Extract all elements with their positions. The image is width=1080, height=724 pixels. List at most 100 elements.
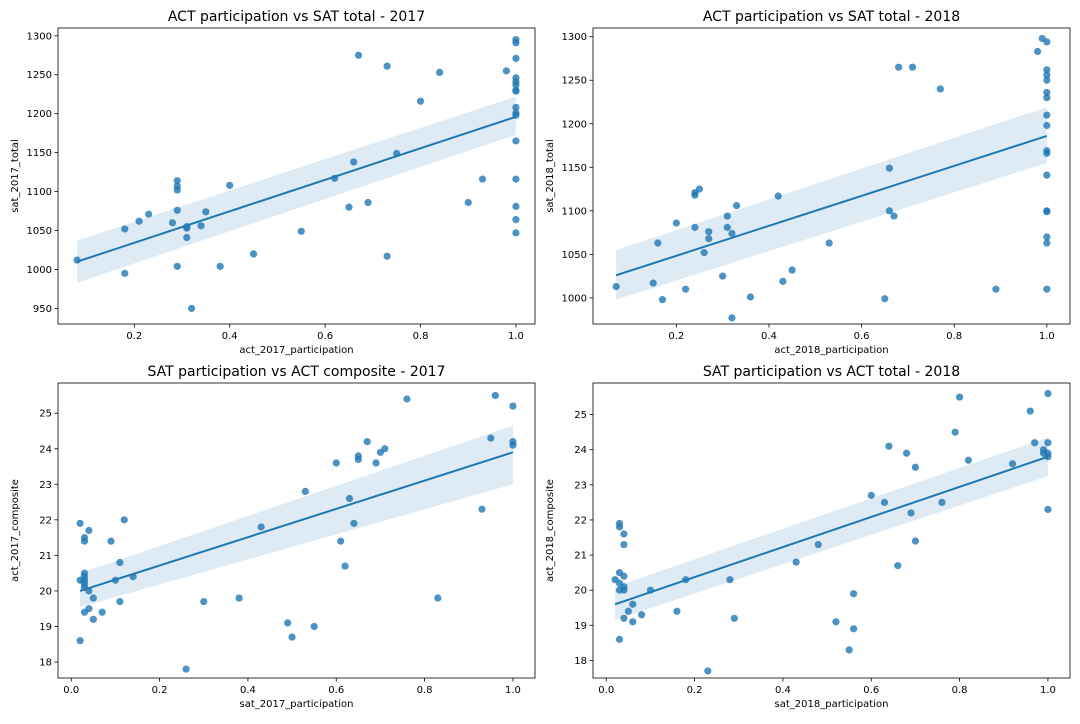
y-tick-label: 1300 (27, 31, 52, 42)
data-point (436, 68, 444, 76)
data-point (89, 594, 97, 602)
data-point (121, 225, 129, 233)
x-tick-label: 0.6 (328, 685, 344, 696)
y-tick-label: 1200 (562, 119, 587, 130)
data-point (89, 615, 97, 623)
y-tick-label: 950 (33, 304, 52, 315)
x-tick-label: 0.2 (668, 331, 684, 342)
x-axis-label: act_2018_participation (774, 345, 888, 356)
y-tick-label: 1100 (562, 206, 587, 217)
data-point (629, 618, 637, 626)
data-point (832, 618, 840, 626)
data-point (173, 206, 181, 214)
data-point (383, 62, 391, 70)
data-point (825, 239, 833, 247)
data-point (936, 85, 944, 93)
data-point (512, 81, 520, 89)
data-point (173, 186, 181, 194)
data-point (1043, 66, 1051, 74)
data-point (1026, 407, 1034, 415)
chart-title: ACT participation vs SAT total - 2018 (703, 9, 960, 25)
data-point (911, 463, 920, 471)
data-point (895, 63, 903, 71)
y-tick-label: 18 (574, 656, 587, 667)
data-point (849, 590, 858, 598)
x-axis-label: act_2017_participation (239, 345, 353, 356)
data-point (478, 505, 486, 513)
data-point (964, 456, 973, 464)
x-tick-label: 0.8 (952, 685, 968, 696)
data-point (478, 175, 487, 183)
data-point (354, 455, 362, 464)
data-point (885, 164, 893, 172)
x-tick-label: 0.2 (687, 685, 703, 696)
data-point (121, 269, 129, 277)
confidence-band (80, 425, 513, 607)
y-tick-label: 24 (574, 445, 587, 456)
data-point (512, 87, 520, 95)
data-point (434, 594, 442, 602)
x-tick-label: 0.4 (222, 331, 238, 342)
regression-line (79, 451, 514, 592)
data-point (116, 558, 124, 567)
chart-3: 0.0 0.2 0.4 0.6 0.8 1.0 18 19 20 21 22 23 24 25 SAT pa… (10, 364, 536, 710)
chart-title: ACT participation vs SAT total - 2017 (168, 9, 425, 25)
data-point (107, 537, 115, 545)
data-point (345, 203, 353, 211)
data-point (867, 491, 875, 499)
data-point (719, 272, 727, 280)
y-tick-label: 1050 (562, 250, 587, 261)
y-tick-label: 1000 (562, 293, 587, 304)
data-point (173, 177, 181, 185)
data-point (1043, 171, 1051, 179)
data-point (512, 137, 520, 145)
confidence-band (616, 107, 1047, 300)
data-point (672, 219, 680, 227)
data-point (1008, 460, 1017, 468)
y-tick-label: 1000 (27, 265, 52, 276)
x-tick-label: 0.4 (775, 685, 791, 696)
x-tick-label: 1.0 (508, 331, 524, 342)
data-point (403, 395, 411, 403)
data-point (880, 498, 889, 507)
chart-1: 0.2 0.4 0.6 0.8 1.0 950 1000 1050 1100 1150 1200 12… (10, 9, 536, 356)
data-point (1043, 38, 1051, 46)
data-point (615, 523, 624, 531)
data-point (746, 293, 755, 301)
regression-line (615, 135, 1048, 277)
data-point (116, 597, 124, 606)
y-tick-label: 1250 (27, 70, 52, 81)
x-tick-label: 0.0 (63, 685, 79, 696)
data-point (85, 605, 93, 613)
data-point (345, 494, 354, 503)
data-point (80, 537, 89, 545)
x-tick-label: 0.2 (126, 331, 142, 342)
data-point (845, 646, 853, 654)
data-point (620, 586, 628, 594)
data-point (1043, 121, 1051, 130)
data-point (649, 279, 657, 287)
data-point (1043, 285, 1051, 293)
y-tick-label: 19 (574, 621, 587, 632)
data-point (512, 54, 520, 62)
data-point (779, 277, 787, 285)
y-tick-label: 23 (39, 480, 52, 491)
data-point (464, 198, 472, 207)
data-point (1043, 76, 1051, 84)
data-point (310, 622, 318, 631)
y-tick-label: 22 (39, 515, 52, 526)
data-point (658, 296, 667, 304)
data-point (284, 619, 292, 627)
data-point (723, 212, 731, 220)
y-tick-label: 25 (574, 410, 587, 421)
data-point (1033, 47, 1042, 56)
x-tick-label: 1.0 (1040, 685, 1056, 696)
data-point (257, 523, 265, 531)
chart-4: 0.0 0.2 0.4 0.6 0.8 1.0 18 19 20 21 22 23 24 25 SAT pa… (545, 364, 1071, 710)
confidence-band (615, 437, 1048, 621)
data-point (76, 637, 84, 645)
data-point (691, 223, 699, 231)
y-tick-label: 25 (39, 409, 52, 420)
chart-title: SAT participation vs ACT total - 2018 (703, 364, 960, 380)
